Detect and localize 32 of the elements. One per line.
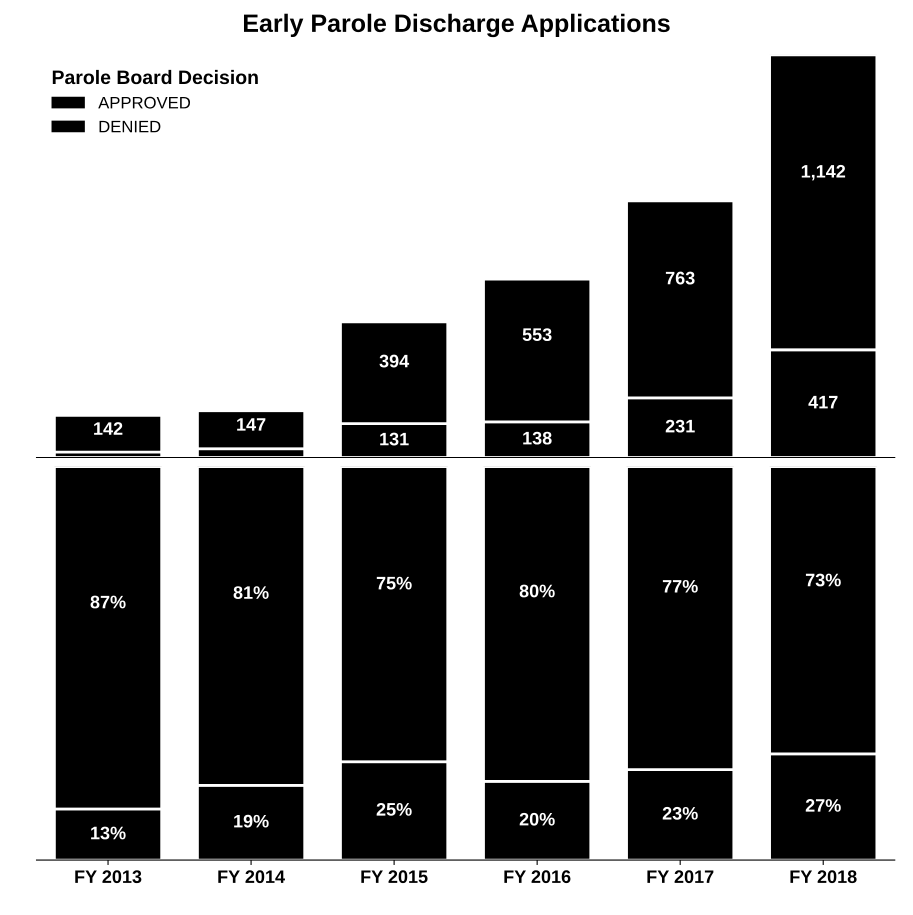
legend-label: APPROVED xyxy=(98,96,190,109)
data-label: 20% xyxy=(520,812,555,826)
data-label: 553 xyxy=(522,328,552,342)
legend-label: DENIED xyxy=(100,120,160,132)
data-label: 13% xyxy=(91,826,126,840)
data-label: 23% xyxy=(662,806,698,820)
data-label: 417 xyxy=(808,396,838,408)
data-label: 394 xyxy=(379,354,410,368)
data-label: 25% xyxy=(376,802,412,816)
x-tick-label: FY 2017 xyxy=(647,870,714,884)
x-tick-label: FY 2015 xyxy=(361,870,428,884)
x-tick-label: FY 2016 xyxy=(504,870,570,884)
data-label: 131 xyxy=(380,432,409,446)
data-label: 19% xyxy=(234,814,269,828)
legend-title: Parole Board Decision xyxy=(52,70,258,84)
data-label: 138 xyxy=(523,432,552,445)
data-label: 77% xyxy=(662,580,698,593)
data-label: 73% xyxy=(806,574,841,586)
data-label: 75% xyxy=(376,576,412,590)
chart-title: Early Parole Discharge Applications xyxy=(244,14,670,38)
data-label: 763 xyxy=(666,272,695,284)
x-tick-label: FY 2013 xyxy=(75,870,142,884)
data-label: 80% xyxy=(520,584,555,598)
data-label: 147 xyxy=(237,418,266,431)
data-label: 81% xyxy=(234,586,269,599)
data-label: 87% xyxy=(90,596,126,608)
data-label: 27% xyxy=(806,799,841,812)
data-label: 231 xyxy=(666,420,695,433)
data-label: 1,142 xyxy=(802,164,846,180)
data-label: 142 xyxy=(94,422,122,435)
x-tick-label: FY 2018 xyxy=(790,870,857,884)
x-tick-label: FY 2014 xyxy=(218,870,285,884)
